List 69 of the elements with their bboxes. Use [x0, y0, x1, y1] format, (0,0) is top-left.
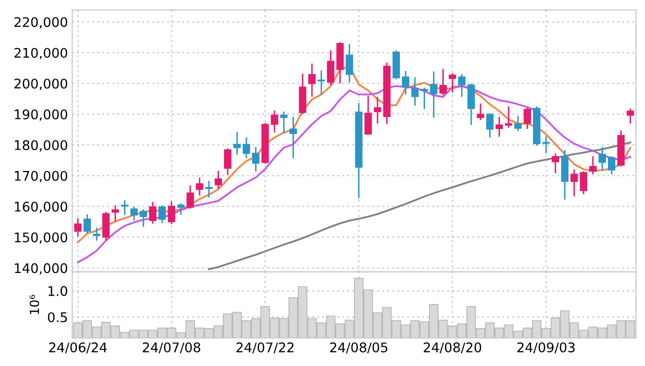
candlestick	[84, 214, 91, 234]
candlestick	[242, 137, 250, 158]
x-tick-label: 24/07/08	[142, 342, 200, 354]
candlestick	[458, 74, 466, 97]
y-tick-label: 140,000	[14, 263, 68, 274]
candlestick	[74, 218, 82, 236]
candlestick	[270, 110, 278, 132]
candlestick	[402, 71, 410, 95]
candlestick	[504, 106, 512, 128]
candlestick	[496, 116, 503, 137]
candlestick	[92, 228, 100, 241]
y-tick-label: 150,000	[14, 232, 68, 244]
candlestick	[439, 68, 447, 96]
y-tick-label: 1.0	[48, 286, 68, 296]
candlestick	[476, 104, 484, 120]
y-axis-title: 10⁶	[30, 294, 40, 314]
x-tick-label: 24/09/03	[517, 342, 575, 354]
candlestick	[205, 180, 213, 198]
candlestick	[570, 169, 578, 196]
candlestick	[177, 203, 185, 215]
x-tick-label: 24/06/24	[49, 342, 107, 354]
candlestick	[130, 206, 138, 221]
candlestick	[318, 70, 326, 95]
candlestick	[608, 156, 616, 174]
candlestick	[102, 212, 110, 241]
candlestick	[626, 108, 634, 124]
candlestick	[308, 64, 316, 97]
candlestick	[420, 88, 428, 109]
candlestick	[158, 205, 166, 224]
candlestick	[120, 200, 128, 215]
candlestick	[214, 170, 222, 189]
y-tick-label: 190,000	[14, 109, 68, 121]
candlestick	[524, 108, 532, 129]
candlestick	[149, 202, 156, 224]
y-tick-label: 220,000	[14, 17, 68, 28]
candlestick	[374, 96, 382, 124]
candlestick	[196, 178, 204, 196]
candlestick	[326, 50, 334, 86]
x-tick-label: 24/08/20	[424, 342, 482, 354]
candlestick	[112, 205, 120, 222]
candlestick	[290, 116, 297, 158]
candlestick	[186, 185, 194, 209]
candlestick	[430, 71, 438, 118]
x-tick-label: 24/08/05	[330, 342, 388, 354]
candlestick	[552, 153, 560, 174]
candlestick	[168, 201, 176, 224]
y-tick-label: 160,000	[14, 202, 68, 213]
candlestick	[252, 146, 260, 172]
candlestick	[224, 148, 232, 175]
candlestick	[589, 156, 597, 174]
candlestick	[542, 136, 550, 154]
candlestick	[486, 113, 494, 138]
candlestick	[411, 77, 419, 106]
candlestick	[580, 171, 588, 194]
y-tick-label: 180,000	[14, 140, 68, 152]
candlestick	[364, 96, 372, 135]
line-series	[208, 142, 632, 270]
y-tick-label: 200,000	[14, 78, 68, 90]
candlestick	[280, 112, 288, 134]
y-tick-label: 170,000	[14, 170, 68, 182]
candlestick	[467, 84, 475, 125]
candlestick	[448, 73, 456, 92]
candlestick	[233, 132, 241, 155]
candlestick	[140, 209, 148, 227]
y-tick-label: 0.5	[48, 312, 67, 322]
candlestick	[598, 146, 606, 170]
x-tick-label: 24/07/22	[236, 342, 294, 354]
candlestick	[346, 44, 354, 83]
y-tick-label: 210,000	[14, 48, 68, 60]
